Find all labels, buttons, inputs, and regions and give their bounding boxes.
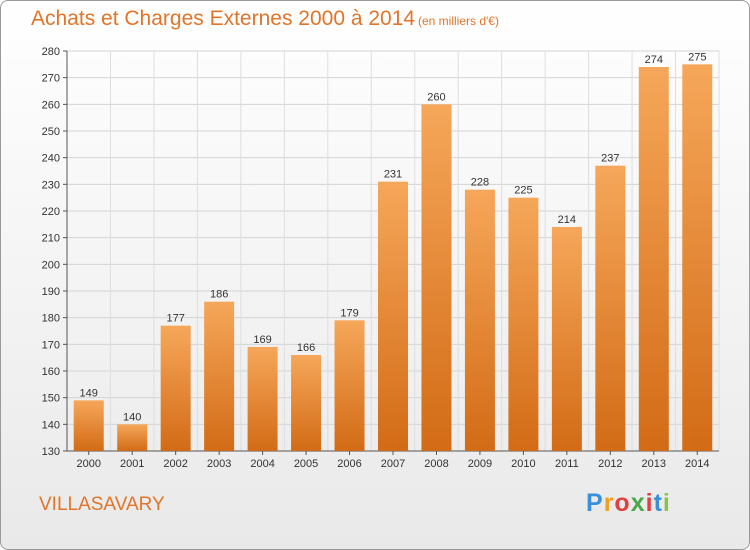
x-tick-label: 2012 bbox=[598, 458, 622, 470]
bar bbox=[638, 67, 669, 451]
x-tick-label: 2004 bbox=[250, 458, 274, 470]
logo-letter: i bbox=[662, 489, 671, 517]
x-tick-label: 2006 bbox=[337, 458, 361, 470]
y-tick-label: 260 bbox=[42, 99, 60, 111]
logo-letter: i bbox=[645, 489, 654, 517]
bar bbox=[247, 347, 278, 451]
bar-value-label: 166 bbox=[297, 342, 315, 354]
x-tick-label: 2005 bbox=[294, 458, 318, 470]
bar-value-label: 179 bbox=[340, 307, 358, 319]
bar-value-label: 214 bbox=[558, 214, 576, 226]
logo-letter: t bbox=[653, 489, 663, 517]
bar bbox=[334, 320, 365, 451]
bar-value-label: 169 bbox=[253, 334, 271, 346]
x-tick-label: 2007 bbox=[381, 458, 405, 470]
labels: 130 140 150 160 170 180 190 200 210 220 230 240 250 2… bbox=[42, 46, 710, 470]
y-tick-label: 180 bbox=[42, 313, 60, 325]
y-tick-label: 200 bbox=[42, 259, 60, 271]
x-tick-label: 2008 bbox=[424, 458, 448, 470]
logo-letter: o bbox=[614, 489, 631, 517]
y-tick-label: 160 bbox=[42, 366, 60, 378]
x-tick-label: 2009 bbox=[468, 458, 492, 470]
y-tick-label: 220 bbox=[42, 206, 60, 218]
x-tick-label: 2003 bbox=[207, 458, 231, 470]
y-tick-label: 140 bbox=[42, 419, 60, 431]
logo-letter: r bbox=[603, 489, 615, 517]
bar-value-label: 186 bbox=[210, 289, 228, 301]
y-tick-label: 240 bbox=[42, 153, 60, 165]
proxiti-logo: Proxiti bbox=[586, 489, 671, 518]
x-tick-label: 2001 bbox=[120, 458, 144, 470]
x-tick-label: 2014 bbox=[685, 458, 709, 470]
bar bbox=[291, 355, 322, 451]
bar bbox=[595, 165, 626, 451]
y-tick-label: 190 bbox=[42, 286, 60, 298]
y-tick-label: 280 bbox=[42, 46, 60, 58]
bar bbox=[160, 325, 191, 451]
bar bbox=[421, 104, 452, 451]
bar-value-label: 274 bbox=[645, 54, 663, 66]
x-tick-label: 2010 bbox=[511, 458, 535, 470]
bar-value-label: 149 bbox=[80, 387, 98, 399]
y-tick-label: 170 bbox=[42, 339, 60, 351]
x-tick-label: 2000 bbox=[76, 458, 100, 470]
bar-value-label: 140 bbox=[123, 411, 141, 423]
place-name: VILLASAVARY bbox=[39, 494, 165, 515]
bar-value-label: 237 bbox=[601, 153, 619, 165]
bar-value-label: 228 bbox=[471, 177, 489, 189]
bars bbox=[73, 64, 713, 452]
bar bbox=[73, 400, 104, 451]
bar bbox=[551, 227, 582, 451]
bar-value-label: 225 bbox=[514, 185, 532, 197]
bar bbox=[464, 189, 495, 451]
bar-value-label: 260 bbox=[427, 91, 445, 103]
x-tick-label: 2013 bbox=[642, 458, 666, 470]
logo-letter: x bbox=[630, 489, 646, 517]
bar-value-label: 275 bbox=[688, 51, 706, 63]
y-tick-label: 270 bbox=[42, 73, 60, 85]
bar bbox=[204, 301, 235, 451]
bar bbox=[508, 197, 539, 451]
chart-subtitle: (en milliers d'€) bbox=[418, 14, 499, 28]
chart-title: Achats et Charges Externes 2000 à 2014 bbox=[31, 7, 416, 30]
x-tick-label: 2002 bbox=[163, 458, 187, 470]
x-tick-label: 2011 bbox=[555, 458, 579, 470]
bar bbox=[682, 64, 713, 452]
bar-value-label: 231 bbox=[384, 169, 402, 181]
y-tick-label: 250 bbox=[42, 126, 60, 138]
y-tick-label: 150 bbox=[42, 393, 60, 405]
logo-letter: P bbox=[586, 489, 604, 517]
bar-value-label: 177 bbox=[166, 313, 184, 325]
bar bbox=[378, 181, 408, 451]
y-tick-label: 130 bbox=[42, 446, 60, 458]
y-tick-label: 230 bbox=[42, 179, 60, 191]
bar bbox=[117, 424, 148, 451]
y-tick-label: 210 bbox=[42, 233, 60, 245]
